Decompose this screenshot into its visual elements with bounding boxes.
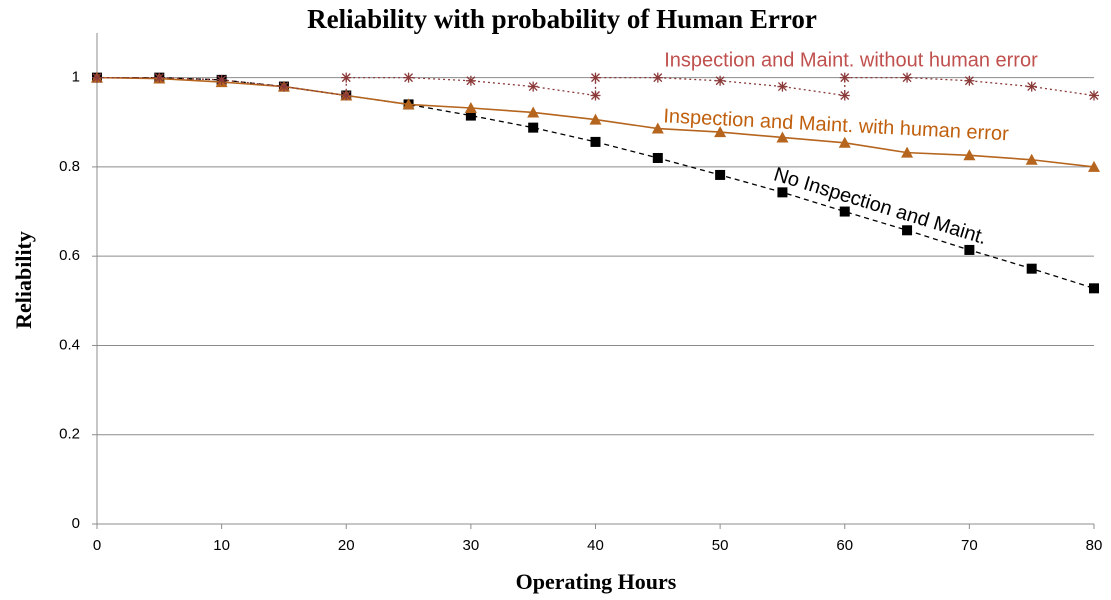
marker	[402, 98, 415, 110]
series-line	[97, 76, 1095, 289]
marker	[1026, 263, 1037, 274]
marker	[92, 72, 102, 83]
marker	[1088, 160, 1100, 172]
marker	[590, 72, 601, 83]
marker	[341, 90, 352, 101]
x-tick-label: 60	[836, 537, 853, 554]
marker	[1089, 90, 1099, 101]
marker	[714, 126, 727, 138]
marker	[528, 81, 539, 92]
marker	[964, 75, 975, 86]
chart-title: Reliability with probability of Human Er…	[307, 4, 817, 34]
marker	[902, 225, 913, 236]
marker	[839, 90, 850, 101]
marker	[590, 136, 601, 147]
series-label: Inspection and Maint. with human error	[663, 105, 1010, 145]
series-label: No Inspection and Maint.	[771, 163, 989, 249]
marker	[901, 146, 914, 158]
marker	[652, 152, 663, 163]
marker	[1025, 153, 1038, 165]
marker	[1026, 81, 1037, 92]
x-tick-label: 70	[961, 537, 978, 554]
x-tick-label: 40	[587, 537, 604, 554]
marker	[278, 81, 289, 92]
marker	[838, 136, 851, 148]
marker	[403, 72, 414, 83]
marker	[651, 122, 664, 134]
y-tick-label: 0.6	[59, 247, 80, 264]
y-tick-label: 0	[72, 515, 80, 532]
series-line	[97, 76, 1095, 97]
x-axis-label: Operating Hours	[516, 569, 677, 594]
marker	[154, 72, 165, 83]
marker	[776, 131, 789, 143]
marker	[652, 72, 663, 83]
marker	[464, 101, 477, 113]
marker	[839, 206, 850, 217]
marker	[902, 72, 913, 83]
marker	[1089, 283, 1099, 294]
x-tick-label: 80	[1086, 537, 1103, 554]
y-tick-label: 1	[72, 69, 80, 86]
marker	[777, 187, 788, 198]
marker	[465, 75, 476, 86]
series-label: Inspection and Maint. without human erro…	[664, 49, 1038, 71]
marker	[465, 110, 476, 121]
marker	[839, 72, 850, 83]
marker	[715, 75, 726, 86]
x-tick-label: 0	[93, 537, 101, 554]
marker	[528, 122, 539, 133]
marker	[341, 72, 352, 83]
x-tick-label: 30	[463, 537, 480, 554]
marker	[964, 244, 975, 255]
y-tick-label: 0.8	[59, 158, 80, 175]
marker	[589, 113, 602, 125]
y-tick-label: 0.4	[59, 336, 80, 353]
marker	[216, 74, 227, 85]
x-tick-label: 20	[338, 537, 355, 554]
x-tick-label: 10	[213, 537, 230, 554]
marker	[715, 169, 726, 180]
y-axis-label: Reliability	[11, 231, 36, 329]
marker	[777, 81, 788, 92]
marker	[590, 90, 601, 101]
marker	[527, 106, 540, 118]
x-tick-label: 50	[712, 537, 729, 554]
marker	[963, 149, 976, 161]
y-tick-label: 0.2	[59, 426, 80, 443]
